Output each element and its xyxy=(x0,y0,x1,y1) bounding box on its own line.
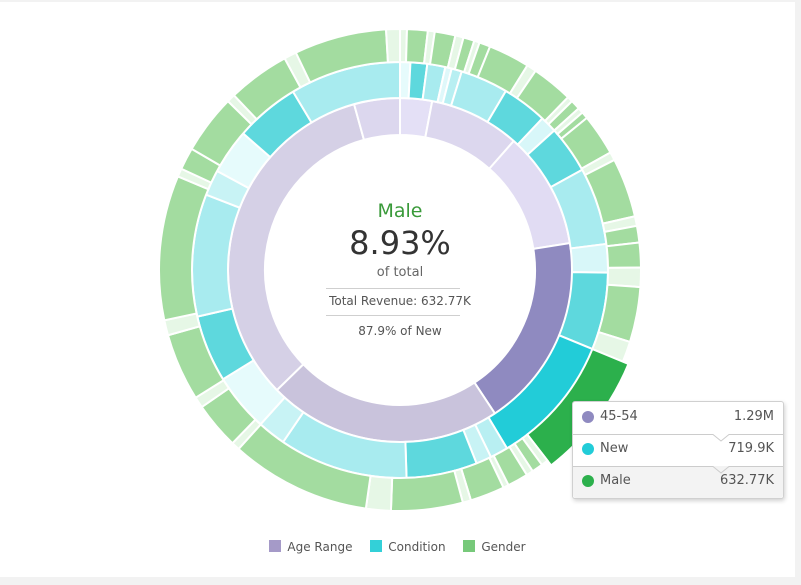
legend-label: Condition xyxy=(388,540,446,554)
legend-label: Gender xyxy=(481,540,526,554)
tooltip-label: Male xyxy=(600,473,631,488)
chart-legend: Age Range Condition Gender xyxy=(0,540,795,558)
tooltip-dot xyxy=(582,475,594,487)
tooltip-row-gender: Male 632.77K xyxy=(573,466,783,498)
chart-card: Male 8.93% of total Total Revenue: 632.7… xyxy=(0,2,795,577)
center-percent: 8.93% xyxy=(349,224,451,262)
tooltip-dot xyxy=(582,443,594,455)
tooltip-row-condition: New 719.9K xyxy=(573,434,783,466)
legend-swatch xyxy=(269,540,282,552)
center-divider xyxy=(326,288,460,289)
legend-swatch xyxy=(463,540,476,552)
gender-segment[interactable] xyxy=(384,27,401,64)
legend-swatch xyxy=(370,540,383,552)
tooltip-label: New xyxy=(600,441,629,456)
tooltip-label: 45-54 xyxy=(600,409,638,424)
center-name: Male xyxy=(377,200,423,222)
tooltip-value: 719.9K xyxy=(728,441,774,456)
sunburst-chart xyxy=(158,27,642,512)
center-revenue: Total Revenue: 632.77K xyxy=(329,294,471,308)
tooltip: 45-54 1.29M New 719.9K Male 632.77K xyxy=(572,401,784,499)
legend-item-age-range[interactable]: Age Range xyxy=(269,540,352,554)
center-share: 87.9% of New xyxy=(358,324,442,338)
tooltip-value: 1.29M xyxy=(733,409,774,424)
center-divider xyxy=(326,315,460,316)
condition-segment[interactable] xyxy=(569,242,609,274)
tooltip-separator xyxy=(573,434,783,442)
legend-label: Age Range xyxy=(287,540,353,554)
center-of-total: of total xyxy=(376,265,424,280)
tooltip-separator xyxy=(573,466,783,474)
tooltip-row-age: 45-54 1.29M xyxy=(573,402,783,434)
gender-segment[interactable] xyxy=(605,241,642,269)
tooltip-value: 632.77K xyxy=(719,473,774,488)
tooltip-dot xyxy=(582,411,594,423)
legend-item-gender[interactable]: Gender xyxy=(463,540,526,554)
legend-item-condition[interactable]: Condition xyxy=(370,540,446,554)
